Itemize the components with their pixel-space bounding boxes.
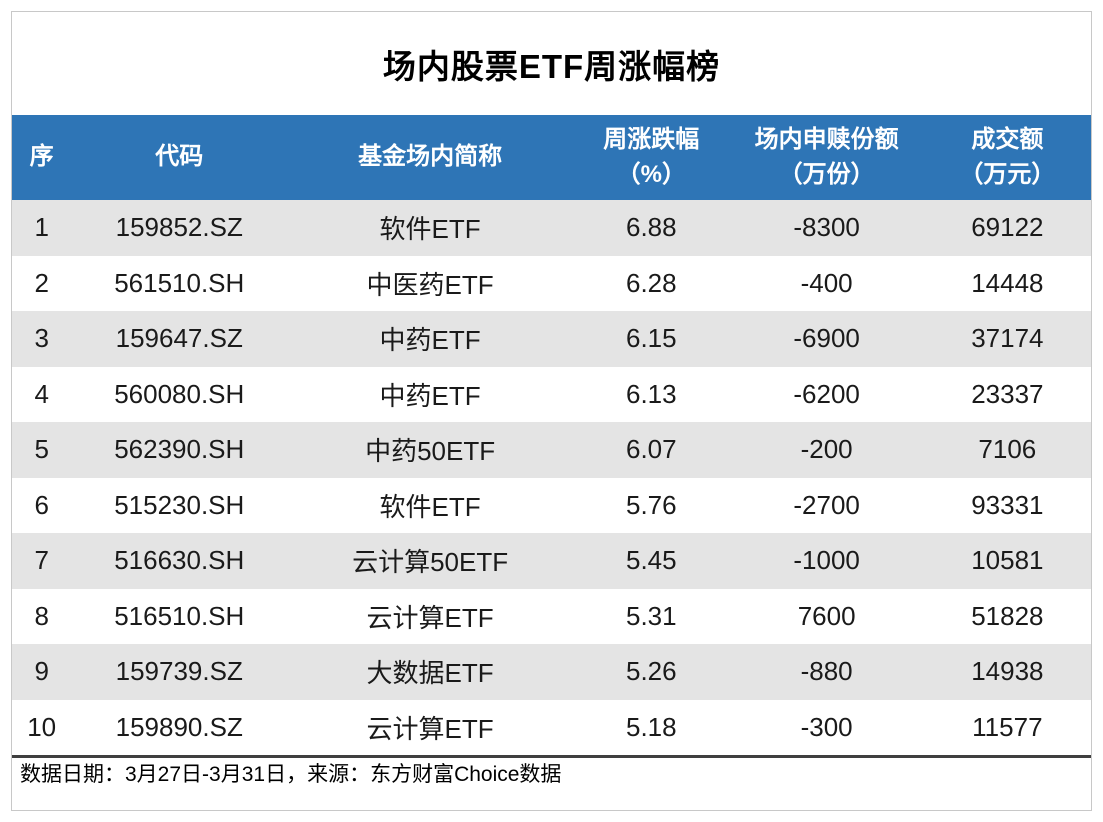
cell-turnover: 10581 bbox=[971, 545, 1044, 576]
cell-fund-name: 中药ETF bbox=[379, 325, 481, 356]
etf-table-card: 场内股票ETF周涨幅榜 序 代码 基金场内简称 周涨跌幅 （%） 场内申赎份额 … bbox=[11, 11, 1092, 811]
page-title: 场内股票ETF周涨幅榜 bbox=[382, 47, 721, 85]
cell-code: 159647.SZ bbox=[115, 323, 243, 354]
header-unit: （万元） bbox=[959, 160, 1056, 188]
cell-redemption-shares: -200 bbox=[800, 434, 853, 465]
header-label: 基金场内简称 bbox=[358, 143, 503, 171]
header-cell-index: 序 bbox=[12, 115, 71, 200]
cell-fund-name: 中医药ETF bbox=[366, 269, 494, 300]
table-row: 4 560080.SH 中药ETF 6.13 -6200 23337 bbox=[12, 366, 1091, 422]
header-cell-fund-name: 基金场内简称 bbox=[287, 115, 573, 200]
table-row: 5 562390.SH 中药50ETF 6.07 -200 7106 bbox=[12, 422, 1091, 478]
cell-code: 159890.SZ bbox=[115, 711, 243, 742]
cell-redemption-shares: -300 bbox=[800, 711, 853, 742]
table-row: 8 516510.SH 云计算ETF 5.31 7600 51828 bbox=[12, 588, 1091, 644]
header-unit: （%） bbox=[616, 160, 686, 188]
cell-redemption-shares: -6900 bbox=[793, 323, 860, 354]
header-label: 序 bbox=[29, 143, 54, 171]
cell-weekly-change: 5.31 bbox=[625, 600, 677, 631]
cell-redemption-shares: 7600 bbox=[797, 600, 856, 631]
cell-fund-name: 中药50ETF bbox=[365, 436, 496, 467]
cell-index: 3 bbox=[34, 323, 49, 354]
cell-redemption-shares: -2700 bbox=[793, 489, 860, 520]
cell-fund-name: 云计算ETF bbox=[366, 713, 494, 744]
table-row: 9 159739.SZ 大数据ETF 5.26 -880 14938 bbox=[12, 644, 1091, 700]
cell-weekly-change: 5.26 bbox=[625, 656, 677, 687]
table-row: 1 159852.SZ 软件ETF 6.88 -8300 69122 bbox=[12, 200, 1091, 256]
cell-weekly-change: 6.15 bbox=[625, 323, 677, 354]
header-cell-weekly-change: 周涨跌幅 （%） bbox=[573, 115, 729, 200]
table-body: 1 159852.SZ 软件ETF 6.88 -8300 69122 2 561… bbox=[12, 200, 1091, 755]
header-label: 场内申赎份额 bbox=[754, 125, 899, 153]
cell-code: 560080.SH bbox=[114, 378, 245, 409]
cell-redemption-shares: -880 bbox=[800, 656, 853, 687]
cell-index: 8 bbox=[34, 600, 49, 631]
cell-index: 6 bbox=[34, 489, 49, 520]
cell-index: 10 bbox=[27, 711, 57, 742]
header-unit: （万份） bbox=[778, 160, 875, 188]
header-cell-turnover: 成交额 （万元） bbox=[924, 115, 1091, 200]
header-label: 成交额 bbox=[971, 125, 1044, 153]
cell-fund-name: 大数据ETF bbox=[366, 658, 494, 689]
cell-redemption-shares: -8300 bbox=[793, 212, 860, 243]
cell-fund-name: 软件ETF bbox=[379, 214, 481, 245]
cell-redemption-shares: -6200 bbox=[793, 378, 860, 409]
cell-fund-name: 软件ETF bbox=[379, 491, 481, 522]
cell-turnover: 51828 bbox=[971, 600, 1044, 631]
cell-turnover: 69122 bbox=[971, 212, 1044, 243]
table-row: 6 515230.SH 软件ETF 5.76 -2700 93331 bbox=[12, 477, 1091, 533]
cell-index: 4 bbox=[34, 378, 49, 409]
table-row: 3 159647.SZ 中药ETF 6.15 -6900 37174 bbox=[12, 311, 1091, 367]
footer-bar: 数据日期：3月27日-3月31日，来源：东方财富Choice数据 bbox=[12, 755, 1091, 810]
table-row: 7 516630.SH 云计算50ETF 5.45 -1000 10581 bbox=[12, 533, 1091, 589]
cell-turnover: 11577 bbox=[972, 711, 1043, 742]
cell-code: 515230.SH bbox=[114, 489, 245, 520]
table-row: 10 159890.SZ 云计算ETF 5.18 -300 11577 bbox=[12, 699, 1091, 755]
cell-index: 9 bbox=[34, 656, 49, 687]
cell-code: 159852.SZ bbox=[115, 212, 243, 243]
cell-turnover: 7106 bbox=[978, 434, 1037, 465]
table-row: 2 561510.SH 中医药ETF 6.28 -400 14448 bbox=[12, 255, 1091, 311]
table-header-row: 序 代码 基金场内简称 周涨跌幅 （%） 场内申赎份额 （万份） 成交额 （万元… bbox=[12, 115, 1091, 200]
cell-index: 7 bbox=[34, 545, 49, 576]
cell-weekly-change: 5.18 bbox=[625, 711, 677, 742]
cell-turnover: 14938 bbox=[971, 656, 1044, 687]
cell-turnover: 37174 bbox=[971, 323, 1044, 354]
cell-code: 562390.SH bbox=[114, 434, 245, 465]
cell-code: 516510.SH bbox=[114, 600, 245, 631]
cell-redemption-shares: -1000 bbox=[793, 545, 860, 576]
cell-index: 2 bbox=[34, 267, 49, 298]
cell-fund-name: 云计算ETF bbox=[366, 602, 494, 633]
cell-redemption-shares: -400 bbox=[800, 267, 853, 298]
cell-turnover: 93331 bbox=[971, 489, 1044, 520]
cell-fund-name: 中药ETF bbox=[379, 380, 481, 411]
footer-note: 数据日期：3月27日-3月31日，来源：东方财富Choice数据 bbox=[20, 763, 562, 786]
header-cell-redemption-shares: 场内申赎份额 （万份） bbox=[730, 115, 924, 200]
cell-weekly-change: 6.07 bbox=[625, 434, 677, 465]
header-cell-code: 代码 bbox=[71, 115, 287, 200]
cell-index: 1 bbox=[34, 212, 49, 243]
cell-weekly-change: 5.45 bbox=[625, 545, 677, 576]
cell-weekly-change: 6.13 bbox=[625, 378, 677, 409]
header-label: 代码 bbox=[155, 143, 204, 171]
cell-turnover: 23337 bbox=[971, 378, 1044, 409]
cell-index: 5 bbox=[34, 434, 49, 465]
title-bar: 场内股票ETF周涨幅榜 bbox=[12, 12, 1091, 115]
cell-weekly-change: 5.76 bbox=[625, 489, 677, 520]
cell-code: 159739.SZ bbox=[115, 656, 243, 687]
header-label: 周涨跌幅 bbox=[603, 125, 700, 153]
cell-code: 516630.SH bbox=[114, 545, 245, 576]
cell-weekly-change: 6.88 bbox=[625, 212, 677, 243]
cell-fund-name: 云计算50ETF bbox=[352, 547, 509, 578]
cell-weekly-change: 6.28 bbox=[625, 267, 677, 298]
cell-turnover: 14448 bbox=[971, 267, 1044, 298]
cell-code: 561510.SH bbox=[114, 267, 245, 298]
